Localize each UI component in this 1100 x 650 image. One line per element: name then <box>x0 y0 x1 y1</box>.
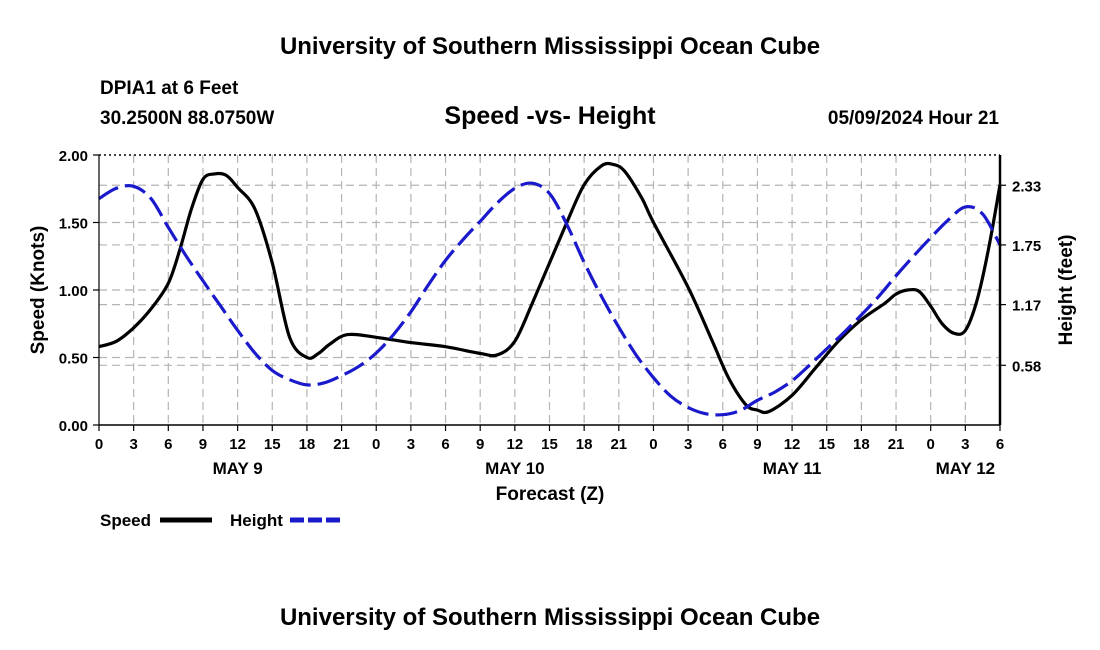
y2-axis-ticks: 0.58 1.17 1.75 2.33 <box>1000 178 1041 375</box>
x-tick-label: 6 <box>164 436 172 453</box>
y2-tick-label: 1.75 <box>1012 238 1041 255</box>
x-tick-label: 6 <box>719 436 727 453</box>
page-title: University of Southern Mississippi Ocean… <box>280 33 820 60</box>
x-tick-label: 0 <box>649 436 657 453</box>
y2-tick-label: 2.33 <box>1012 178 1041 195</box>
y-axis-ticks: 0.00 0.50 1.00 1.50 2.00 <box>59 148 99 435</box>
y2-tick-label: 1.17 <box>1012 298 1041 315</box>
x-tick-label: 0 <box>95 436 103 453</box>
legend-height-label: Height <box>230 511 283 530</box>
x-tick-label: 15 <box>541 436 558 453</box>
x-tick-label: 12 <box>784 436 801 453</box>
x-tick-label: 18 <box>299 436 316 453</box>
x-tick-label: 18 <box>576 436 593 453</box>
date-label: MAY 10 <box>485 459 545 478</box>
station-coordinates: 30.2500N 88.0750W <box>100 108 274 129</box>
x-tick-label: 3 <box>407 436 415 453</box>
x-tick-label: 9 <box>753 436 761 453</box>
y-tick-label: 1.50 <box>59 216 88 233</box>
x-axis-title: Forecast (Z) <box>496 484 605 505</box>
forecast-datetime: 05/09/2024 Hour 21 <box>828 108 1000 129</box>
date-labels: MAY 9 MAY 10 MAY 11 MAY 12 <box>213 459 996 478</box>
plot-frame <box>98 154 1002 426</box>
x-tick-label: 12 <box>229 436 246 453</box>
chart-subtitle: Speed -vs- Height <box>444 102 656 130</box>
x-tick-label: 0 <box>372 436 380 453</box>
x-tick-label: 12 <box>507 436 524 453</box>
x-tick-label: 9 <box>199 436 207 453</box>
series-line-speed <box>98 161 1002 415</box>
x-tick-label: 21 <box>888 436 905 453</box>
x-tick-label: 18 <box>853 436 870 453</box>
date-label: MAY 9 <box>213 459 263 478</box>
y-tick-label: 0.00 <box>59 418 88 435</box>
y-axis-title: Speed (Knots) <box>28 226 49 355</box>
x-tick-label: 21 <box>610 436 627 453</box>
footer-title: University of Southern Mississippi Ocean… <box>280 604 820 631</box>
date-label: MAY 11 <box>763 459 822 478</box>
y-tick-label: 1.00 <box>59 283 88 300</box>
y2-axis-title: Height (feet) <box>1056 235 1077 346</box>
y-tick-label: 2.00 <box>59 148 88 165</box>
x-tick-label: 6 <box>441 436 449 453</box>
station-label: DPIA1 at 6 Feet <box>100 78 239 99</box>
x-tick-label: 3 <box>961 436 969 453</box>
series-layer <box>98 161 1002 417</box>
y-tick-label: 0.50 <box>59 351 88 368</box>
x-tick-label: 6 <box>996 436 1004 453</box>
legend-speed-label: Speed <box>100 511 151 530</box>
legend: Speed Height <box>100 511 342 530</box>
grid-lines <box>99 155 1000 425</box>
x-tick-label: 0 <box>927 436 935 453</box>
y2-tick-label: 0.58 <box>1012 358 1041 375</box>
x-tick-label: 21 <box>333 436 350 453</box>
x-tick-label: 9 <box>476 436 484 453</box>
date-label: MAY 12 <box>936 459 996 478</box>
series-line-height <box>98 181 1002 417</box>
x-tick-label: 15 <box>818 436 835 453</box>
x-tick-label: 3 <box>129 436 137 453</box>
x-axis-ticks: 0 3 6 9 12 15 18 21 0 3 6 9 12 15 18 21 0 3 6 9 12 15 18 21 0 3 6 <box>95 425 1004 453</box>
x-tick-label: 3 <box>684 436 692 453</box>
x-tick-label: 15 <box>264 436 281 453</box>
